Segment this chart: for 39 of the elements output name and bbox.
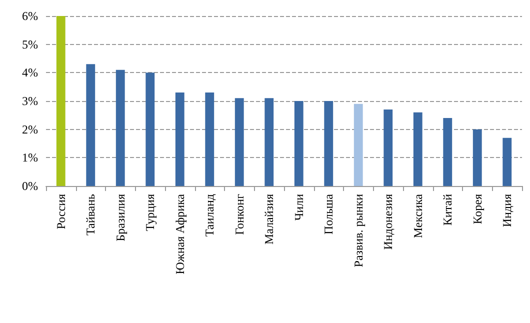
x-tick-label: Таиланд (202, 194, 217, 237)
bar (472, 129, 482, 186)
bar (86, 64, 96, 186)
bar (234, 98, 244, 186)
x-tick-label: Мексика (410, 193, 425, 238)
x-tick-label: Турция (143, 194, 158, 232)
x-tick-label: Малайзия (262, 194, 276, 245)
x-tick-label: Чили (292, 193, 306, 221)
y-tick-label: 4% (22, 66, 38, 80)
y-tick-label: 1% (22, 150, 38, 165)
x-tick-label: Россия (54, 194, 68, 230)
bar (413, 112, 422, 186)
bar (175, 92, 184, 186)
x-tick-label: Корея (470, 194, 484, 224)
bar (384, 110, 393, 186)
x-tick-label: Китай (440, 193, 455, 226)
bar (116, 70, 125, 186)
x-tick-label: Тайвань (84, 193, 98, 236)
bar (205, 92, 214, 186)
y-tick-label: 3% (22, 94, 38, 108)
y-tick-label: 2% (22, 122, 38, 136)
bar (502, 138, 512, 186)
bar (146, 72, 155, 186)
bar (264, 98, 274, 186)
bar (354, 104, 363, 186)
y-tick-label: 5% (22, 37, 38, 52)
x-tick-label: Индонезия (381, 194, 396, 250)
x-tick-label: Польша (322, 193, 336, 235)
bar (56, 16, 66, 186)
x-tick-label: Южная Африка (172, 193, 187, 274)
y-tick-label: 6% (22, 9, 38, 23)
bar (443, 118, 452, 186)
y-tick-label: 0% (22, 179, 38, 193)
x-tick-label: Бразилия (113, 194, 128, 242)
bar (324, 101, 334, 186)
x-tick-label: Развив. рынки (351, 193, 366, 268)
x-tick-label: Гонконг (232, 194, 246, 235)
bar (294, 101, 304, 186)
x-tick-label: Индия (500, 194, 514, 228)
